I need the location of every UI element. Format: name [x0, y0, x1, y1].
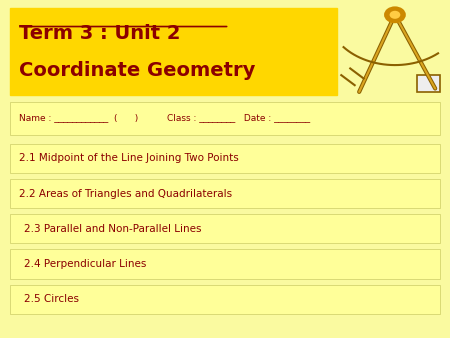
Text: Term 3 : Unit 2: Term 3 : Unit 2: [19, 24, 181, 43]
Text: 2.1 Midpoint of the Line Joining Two Points: 2.1 Midpoint of the Line Joining Two Poi…: [19, 153, 239, 164]
FancyBboxPatch shape: [10, 285, 440, 314]
Text: Coordinate Geometry: Coordinate Geometry: [19, 61, 256, 80]
Text: 2.3 Parallel and Non-Parallel Lines: 2.3 Parallel and Non-Parallel Lines: [24, 224, 201, 234]
FancyBboxPatch shape: [10, 102, 440, 136]
FancyBboxPatch shape: [10, 249, 440, 279]
Text: 2.2 Areas of Triangles and Quadrilaterals: 2.2 Areas of Triangles and Quadrilateral…: [19, 189, 232, 199]
Text: 2.4 Perpendicular Lines: 2.4 Perpendicular Lines: [24, 259, 146, 269]
FancyBboxPatch shape: [10, 179, 440, 208]
Text: 2.5 Circles: 2.5 Circles: [24, 294, 79, 304]
Circle shape: [385, 7, 405, 22]
Text: Name : ____________  (      )          Class : ________   Date : ________: Name : ____________ ( ) Class : ________…: [19, 114, 310, 123]
FancyBboxPatch shape: [10, 144, 440, 173]
FancyBboxPatch shape: [10, 214, 440, 243]
Polygon shape: [417, 75, 440, 92]
FancyBboxPatch shape: [10, 8, 337, 95]
Circle shape: [390, 11, 400, 19]
